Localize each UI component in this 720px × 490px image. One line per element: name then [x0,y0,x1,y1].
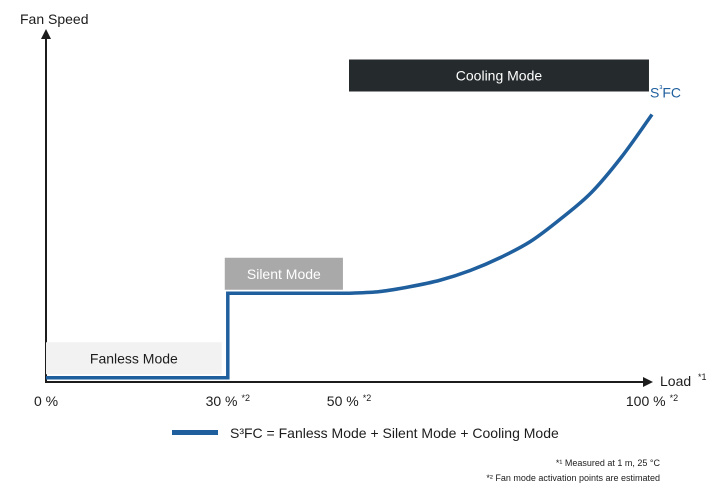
mode-band-0 [46,342,222,375]
legend: S³FC = Fanless Mode + Silent Mode + Cool… [172,425,559,441]
series-group: S³FC [46,84,681,380]
x-axis-title-note: *1 [698,372,707,382]
series-line-0 [46,113,654,380]
series-label-0: S³FC [650,84,681,101]
footnotes: *¹ Measured at 1 m, 25 °C *² Fan mode ac… [486,458,660,483]
mode-label-0: Fanless Mode [90,350,178,366]
x-axis-title-label: Load [660,373,691,389]
x-tick-label-0: 0 % [34,393,58,409]
y-axis-title: Fan Speed [20,11,89,27]
x-tick-label-2: 50 % *2 [327,393,371,409]
mode-label-1: Silent Mode [247,266,321,282]
footnote-estimated: *² Fan mode activation points are estima… [486,473,660,483]
x-tick-labels: 0 % 30 % *2 50 % *2 100 % *2 [34,393,678,409]
footnote-measured: *¹ Measured at 1 m, 25 °C [556,458,661,468]
x-tick-label-1: 30 % *2 [206,393,250,409]
x-axis-title: Load *1 [660,372,707,389]
mode-band-1 [224,257,343,290]
mode-band-2 [349,59,649,92]
legend-text: S³FC = Fanless Mode + Silent Mode + Cool… [230,425,559,441]
legend-swatch [172,430,218,435]
mode-labels: Fanless Mode Silent Mode Cooling Mode [46,59,649,375]
x-tick-label-3: 100 % *2 [626,393,678,409]
mode-label-2: Cooling Mode [456,68,543,84]
